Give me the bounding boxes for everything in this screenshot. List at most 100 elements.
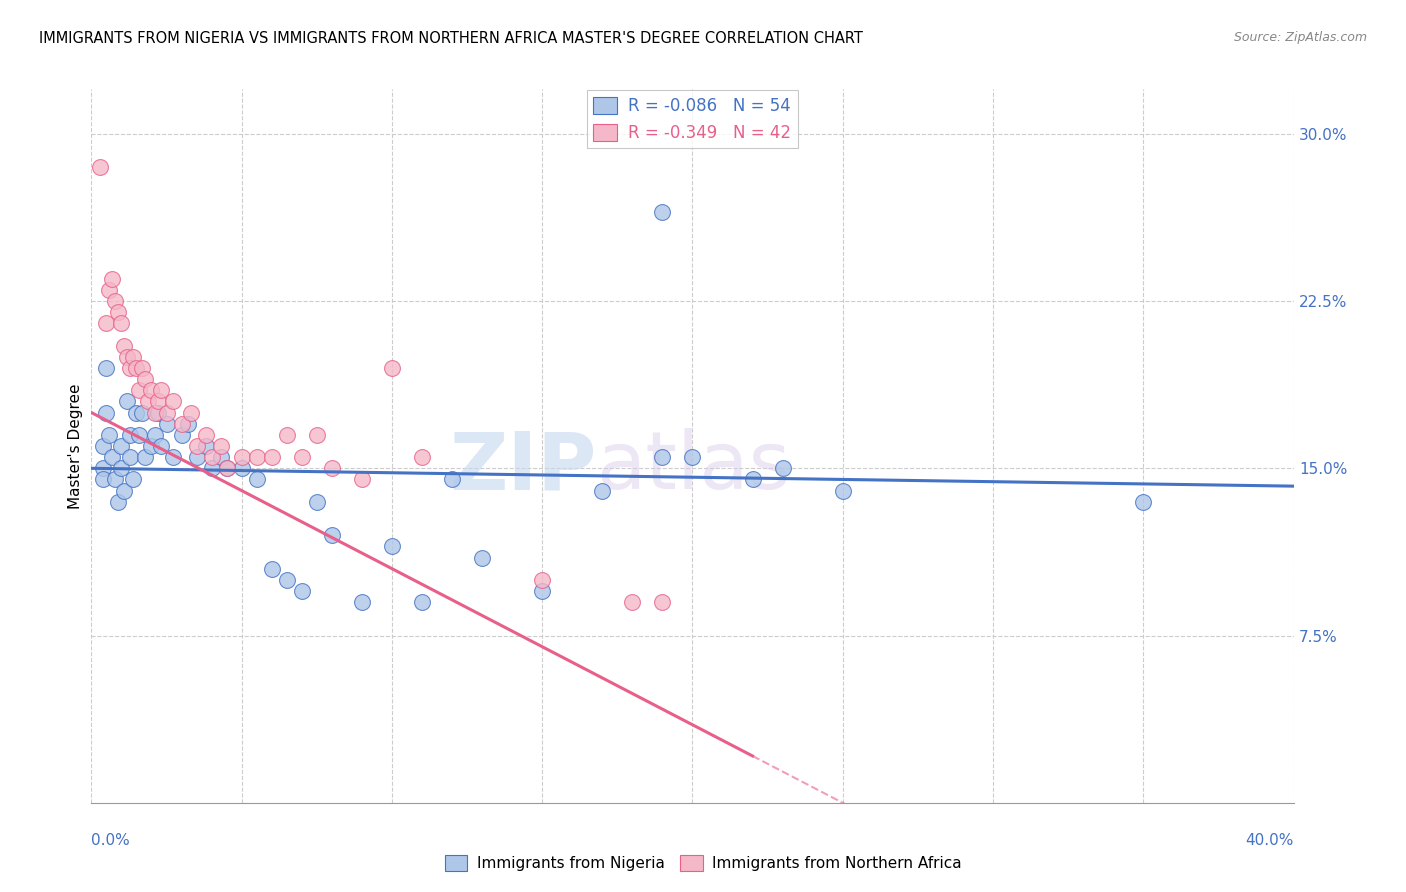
Point (143, 405, 166, 420)
Point (131, 360, 153, 375)
Point (411, 450, 433, 465)
Point (1132, 494, 1154, 508)
Point (381, 360, 404, 375)
Point (772, 461, 794, 475)
Point (162, 450, 184, 465)
Point (104, 293, 127, 308)
Point (141, 439, 163, 453)
Point (120, 450, 142, 465)
Text: ZIP: ZIP (449, 428, 596, 507)
Point (141, 384, 163, 398)
Point (651, 204, 673, 219)
Point (591, 483, 613, 498)
Point (96, 317, 118, 331)
Point (122, 473, 145, 487)
Point (231, 450, 253, 465)
Point (651, 450, 673, 465)
Point (143, 427, 166, 442)
Point (276, 427, 298, 442)
Point (831, 483, 853, 498)
Point (107, 494, 129, 508)
Legend: Immigrants from Nigeria, Immigrants from Northern Africa: Immigrants from Nigeria, Immigrants from… (439, 849, 967, 877)
Legend: R = -0.086   N = 54, R = -0.349   N = 42: R = -0.086 N = 54, R = -0.349 N = 42 (586, 90, 799, 148)
Point (122, 350, 145, 364)
Point (155, 405, 177, 420)
Point (231, 461, 253, 475)
Point (114, 483, 136, 498)
Point (101, 271, 124, 285)
Point (101, 450, 124, 465)
Point (531, 573, 554, 587)
Point (350, 473, 373, 487)
Point (381, 539, 404, 553)
Point (170, 427, 193, 442)
Point (741, 473, 763, 487)
Point (186, 439, 208, 453)
Point (260, 450, 283, 465)
Point (215, 461, 238, 475)
Point (110, 439, 132, 453)
Point (246, 450, 269, 465)
Point (180, 405, 202, 420)
Point (201, 461, 224, 475)
Y-axis label: Master's Degree: Master's Degree (67, 384, 83, 508)
Point (128, 427, 150, 442)
Text: 0.0%: 0.0% (91, 833, 131, 847)
Point (117, 350, 139, 364)
Point (104, 473, 127, 487)
Text: 40.0%: 40.0% (1246, 833, 1294, 847)
Point (125, 405, 148, 420)
Point (117, 394, 139, 409)
Point (305, 494, 328, 508)
Text: Source: ZipAtlas.com: Source: ZipAtlas.com (1233, 31, 1367, 45)
Point (291, 583, 314, 598)
Point (120, 427, 142, 442)
Point (149, 439, 172, 453)
Point (305, 427, 328, 442)
Point (146, 405, 169, 420)
Point (131, 405, 153, 420)
Text: IMMIGRANTS FROM NIGERIA VS IMMIGRANTS FROM NORTHERN AFRICA MASTER'S DEGREE CORRE: IMMIGRANTS FROM NIGERIA VS IMMIGRANTS FR… (39, 31, 863, 46)
Point (155, 417, 177, 431)
Point (651, 595, 673, 609)
Point (162, 394, 184, 409)
Point (134, 450, 156, 465)
Point (128, 384, 150, 398)
Point (93, 439, 115, 453)
Point (621, 595, 644, 609)
Point (114, 338, 136, 352)
Point (209, 450, 232, 465)
Point (98, 283, 121, 297)
Point (291, 450, 314, 465)
Point (321, 461, 343, 475)
Point (107, 305, 129, 319)
Point (215, 461, 238, 475)
Point (125, 360, 148, 375)
Point (146, 394, 169, 409)
Point (186, 450, 208, 465)
Point (201, 450, 224, 465)
Point (194, 439, 217, 453)
Point (134, 372, 156, 386)
Text: atlas: atlas (596, 428, 790, 507)
Point (170, 417, 193, 431)
Point (411, 595, 433, 609)
Point (531, 583, 554, 598)
Point (440, 473, 463, 487)
Point (246, 473, 269, 487)
Point (93, 461, 115, 475)
Point (96, 405, 118, 420)
Point (149, 384, 172, 398)
Point (110, 317, 132, 331)
Point (89, 161, 111, 175)
Point (96, 360, 118, 375)
Point (681, 450, 703, 465)
Point (138, 394, 160, 409)
Point (260, 562, 283, 576)
Point (110, 461, 132, 475)
Point (321, 528, 343, 542)
Point (194, 427, 217, 442)
Point (471, 550, 494, 565)
Point (276, 573, 298, 587)
Point (93, 473, 115, 487)
